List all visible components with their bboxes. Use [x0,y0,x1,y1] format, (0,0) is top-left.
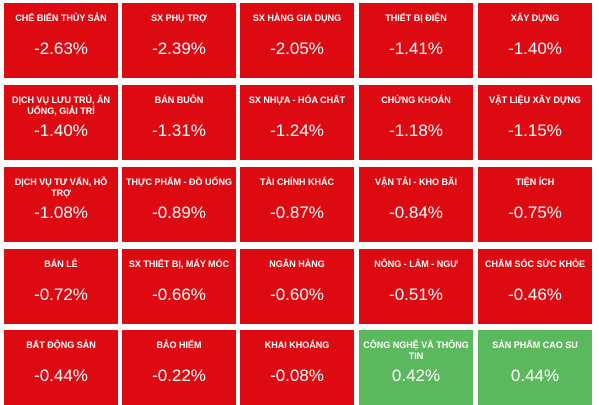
sector-tile[interactable]: THỰC PHẨM - ĐỒ UỐNG -0.89% [122,167,236,242]
sector-name: TIỆN ÍCH [515,177,555,187]
sector-name: SX PHỤ TRỢ [151,13,207,23]
sector-name: SX THIẾT BỊ, MÁY MÓC [128,259,230,269]
sector-change: -1.41% [389,39,443,58]
sector-tile[interactable]: BÁN BUÔN -1.31% [122,85,236,160]
sector-name: CHẾ BIẾN THỦY SẢN [15,13,107,23]
sector-name: CÔNG NGHỆ VÀ THÔNG TIN [363,340,469,361]
sector-change: -0.66% [152,285,206,304]
sector-change: 0.44% [510,366,560,385]
sector-name: BẢO HIỂM [156,340,202,350]
sector-tile[interactable]: CÔNG NGHỆ VÀ THÔNG TIN 0.42% [359,330,473,405]
sector-tile[interactable]: CHẾ BIẾN THỦY SẢN -2.63% [4,3,118,78]
sector-tile[interactable]: VẬT LIỆU XÂY DỰNG -1.15% [478,85,592,160]
sector-tile[interactable]: KHAI KHOÁNG -0.08% [240,330,354,405]
sector-name: BÁN LẺ [44,259,78,269]
sector-change: -1.08% [34,203,88,222]
sector-name: BẤT ĐỘNG SẢN [26,340,96,350]
sector-change: -0.22% [152,366,206,385]
sector-name: SX NHỰA - HÓA CHẤT [248,95,346,105]
sector-tile[interactable]: BẢO HIỂM -0.22% [122,330,236,405]
sector-tile[interactable]: VẬN TẢI - KHO BÃI -0.84% [359,167,473,242]
sector-change: -2.63% [34,39,88,58]
sector-name: CHĂM SÓC SỨC KHỎE [485,259,585,269]
sector-tile[interactable]: NGÂN HÀNG -0.60% [240,249,354,324]
sector-change: 0.42% [391,366,441,385]
sector-change: -1.40% [34,121,88,140]
sector-name: SẢN PHẨM CAO SU [492,340,578,350]
sector-change: -0.44% [34,366,88,385]
sector-name: VẬN TẢI - KHO BÃI [375,177,457,187]
sector-change: -0.51% [389,285,443,304]
sector-change: -2.39% [152,39,206,58]
sector-tile[interactable]: SẢN PHẨM CAO SU 0.44% [478,330,592,405]
sector-tile[interactable]: THIẾT BỊ ĐIỆN -1.41% [359,3,473,78]
sector-tile[interactable]: TIỆN ÍCH -0.75% [478,167,592,242]
sector-change: -0.84% [389,203,443,222]
sector-change: -1.15% [508,121,562,140]
sector-name: KHAI KHOÁNG [264,340,330,350]
sector-name: THIẾT BỊ ĐIỆN [385,13,447,23]
sector-tile[interactable]: SX NHỰA - HÓA CHẤT -1.24% [240,85,354,160]
sector-tile[interactable]: NÔNG - LÂM - NGƯ -0.51% [359,249,473,324]
sector-change: -2.05% [270,39,324,58]
sector-name: DỊCH VỤ TƯ VẤN, HỖ TRỢ [14,177,108,198]
sector-tile[interactable]: DỊCH VỤ LƯU TRÚ, ĂN UỐNG, GIẢI TRÍ -1.40% [4,85,118,160]
sector-tile[interactable]: SX HÀNG GIA DỤNG -2.05% [240,3,354,78]
sector-tile[interactable]: CHĂM SÓC SỨC KHỎE -0.46% [478,249,592,324]
sector-name: BÁN BUÔN [154,95,204,105]
sector-name: CHỨNG KHOÁN [381,95,451,105]
sector-change: -0.60% [270,285,324,304]
sector-name: NGÂN HÀNG [269,259,325,269]
sector-name: TÀI CHÍNH KHÁC [260,177,334,187]
sector-tile[interactable]: BẤT ĐỘNG SẢN -0.44% [4,330,118,405]
sector-change: -0.75% [508,203,562,222]
sector-tile[interactable]: SX THIẾT BỊ, MÁY MÓC -0.66% [122,249,236,324]
sector-change: -1.18% [389,121,443,140]
sector-change: -0.46% [508,285,562,304]
sector-tile[interactable]: TÀI CHÍNH KHÁC -0.87% [240,167,354,242]
sector-change: -0.72% [34,285,88,304]
sector-tile[interactable]: CHỨNG KHOÁN -1.18% [359,85,473,160]
sector-name: THỰC PHẨM - ĐỒ UỐNG [126,177,232,187]
sector-tile[interactable]: SX PHỤ TRỢ -2.39% [122,3,236,78]
sector-change: -0.87% [270,203,324,222]
sector-tile[interactable]: DỊCH VỤ TƯ VẤN, HỖ TRỢ -1.08% [4,167,118,242]
sector-name: DỊCH VỤ LƯU TRÚ, ĂN UỐNG, GIẢI TRÍ [12,95,110,116]
sector-name: NÔNG - LÂM - NGƯ [374,259,458,269]
sector-name: XÂY DỰNG [510,13,560,23]
sector-change: -0.89% [152,203,206,222]
sector-change: -1.40% [508,39,562,58]
sector-tile[interactable]: BÁN LẺ -0.72% [4,249,118,324]
sector-name: VẬT LIỆU XÂY DỰNG [489,95,581,105]
sector-name: SX HÀNG GIA DỤNG [252,13,342,23]
sector-change: -1.31% [152,121,206,140]
sector-tile[interactable]: XÂY DỰNG -1.40% [478,3,592,78]
sector-change: -1.24% [270,121,324,140]
sector-change: -0.08% [270,366,324,385]
